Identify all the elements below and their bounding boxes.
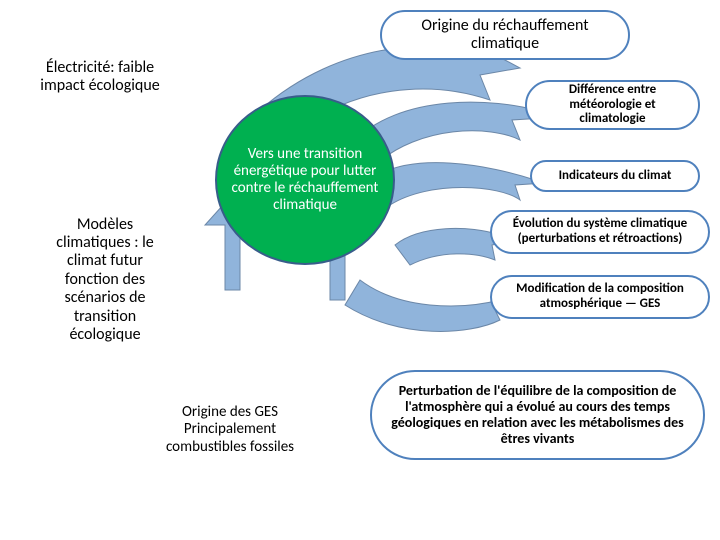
diagram-stage: Origine du réchauffement climatique Élec… — [0, 0, 720, 540]
node-modif: Modification de la composition atmosphér… — [490, 275, 710, 319]
node-evol: Évolution du système climatique (perturb… — [490, 210, 710, 254]
node-models-label: Modèles climatiques : le climat futur fo… — [45, 216, 165, 345]
node-perturb-label: Perturbation de l'équilibre de la compos… — [382, 383, 693, 447]
node-evol-label: Évolution du système climatique (perturb… — [502, 217, 698, 247]
node-indic: Indicateurs du climat — [530, 160, 700, 192]
node-diff: Différence entre météorologie et climato… — [525, 80, 700, 130]
node-models: Modèles climatiques : le climat futur fo… — [35, 210, 175, 350]
node-title: Origine du réchauffement climatique — [380, 10, 630, 60]
node-elec-label: Électricité: faible impact écologique — [35, 59, 165, 96]
node-elec: Électricité: faible impact écologique — [25, 42, 175, 112]
node-diff-label: Différence entre météorologie et climato… — [537, 83, 688, 128]
node-title-label: Origine du réchauffement climatique — [392, 17, 618, 54]
node-ges-label: Origine des GES Principalement combustib… — [155, 404, 305, 456]
node-indic-label: Indicateurs du climat — [559, 169, 672, 184]
node-ges: Origine des GES Principalement combustib… — [145, 390, 315, 470]
node-center-label: Vers une transition énergétique pour lut… — [227, 146, 383, 215]
node-perturb: Perturbation de l'équilibre de la compos… — [370, 370, 705, 460]
node-modif-label: Modification de la composition atmosphér… — [502, 282, 698, 312]
node-center: Vers une transition énergétique pour lut… — [215, 95, 395, 265]
